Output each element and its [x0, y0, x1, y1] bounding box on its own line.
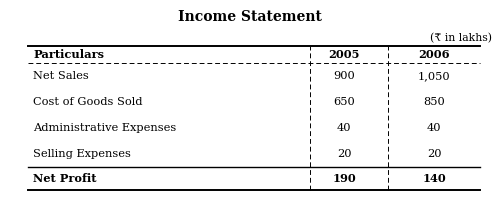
Text: Net Sales: Net Sales [33, 71, 89, 81]
Text: 850: 850 [423, 97, 445, 107]
Text: 650: 650 [333, 97, 355, 107]
Text: 140: 140 [422, 173, 446, 184]
Text: Income Statement: Income Statement [178, 10, 321, 24]
Text: Administrative Expenses: Administrative Expenses [33, 123, 176, 133]
Text: 20: 20 [427, 149, 441, 159]
Text: Cost of Goods Sold: Cost of Goods Sold [33, 97, 143, 107]
Text: (₹ in lakhs): (₹ in lakhs) [430, 33, 492, 43]
Text: Particulars: Particulars [33, 49, 104, 60]
Text: 190: 190 [332, 173, 356, 184]
Text: 20: 20 [337, 149, 351, 159]
Text: Selling Expenses: Selling Expenses [33, 149, 131, 159]
Text: 40: 40 [427, 123, 441, 133]
Text: 2005: 2005 [328, 49, 360, 60]
Text: 40: 40 [337, 123, 351, 133]
Text: Net Profit: Net Profit [33, 173, 96, 184]
Text: 1,050: 1,050 [418, 71, 450, 81]
Text: 2006: 2006 [418, 49, 450, 60]
Text: 900: 900 [333, 71, 355, 81]
